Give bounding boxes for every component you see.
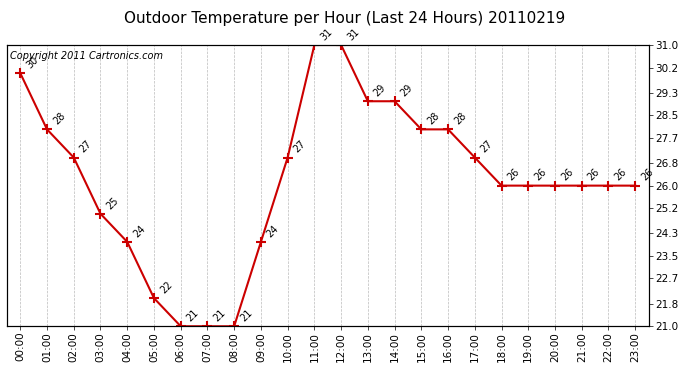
Text: 29: 29 xyxy=(372,82,388,99)
Text: 24: 24 xyxy=(265,223,281,239)
Text: Outdoor Temperature per Hour (Last 24 Hours) 20110219: Outdoor Temperature per Hour (Last 24 Ho… xyxy=(124,11,566,26)
Text: 27: 27 xyxy=(479,139,495,155)
Text: 29: 29 xyxy=(399,82,415,99)
Text: 26: 26 xyxy=(533,167,549,183)
Text: 26: 26 xyxy=(506,167,522,183)
Text: 22: 22 xyxy=(158,279,174,296)
Text: 21: 21 xyxy=(185,308,201,324)
Text: 27: 27 xyxy=(78,139,94,155)
Text: 28: 28 xyxy=(452,111,468,127)
Text: 21: 21 xyxy=(212,308,228,324)
Text: 24: 24 xyxy=(131,223,147,239)
Text: 26: 26 xyxy=(640,167,655,183)
Text: 28: 28 xyxy=(51,111,67,127)
Text: 21: 21 xyxy=(238,308,254,324)
Text: 26: 26 xyxy=(586,167,602,183)
Text: 26: 26 xyxy=(613,167,629,183)
Text: 27: 27 xyxy=(292,139,308,155)
Text: 26: 26 xyxy=(559,167,575,183)
Text: 31: 31 xyxy=(345,27,361,42)
Text: 30: 30 xyxy=(24,55,40,70)
Text: 25: 25 xyxy=(105,195,121,211)
Text: 28: 28 xyxy=(426,111,442,127)
Text: Copyright 2011 Cartronics.com: Copyright 2011 Cartronics.com xyxy=(10,51,163,61)
Text: 31: 31 xyxy=(319,27,334,42)
